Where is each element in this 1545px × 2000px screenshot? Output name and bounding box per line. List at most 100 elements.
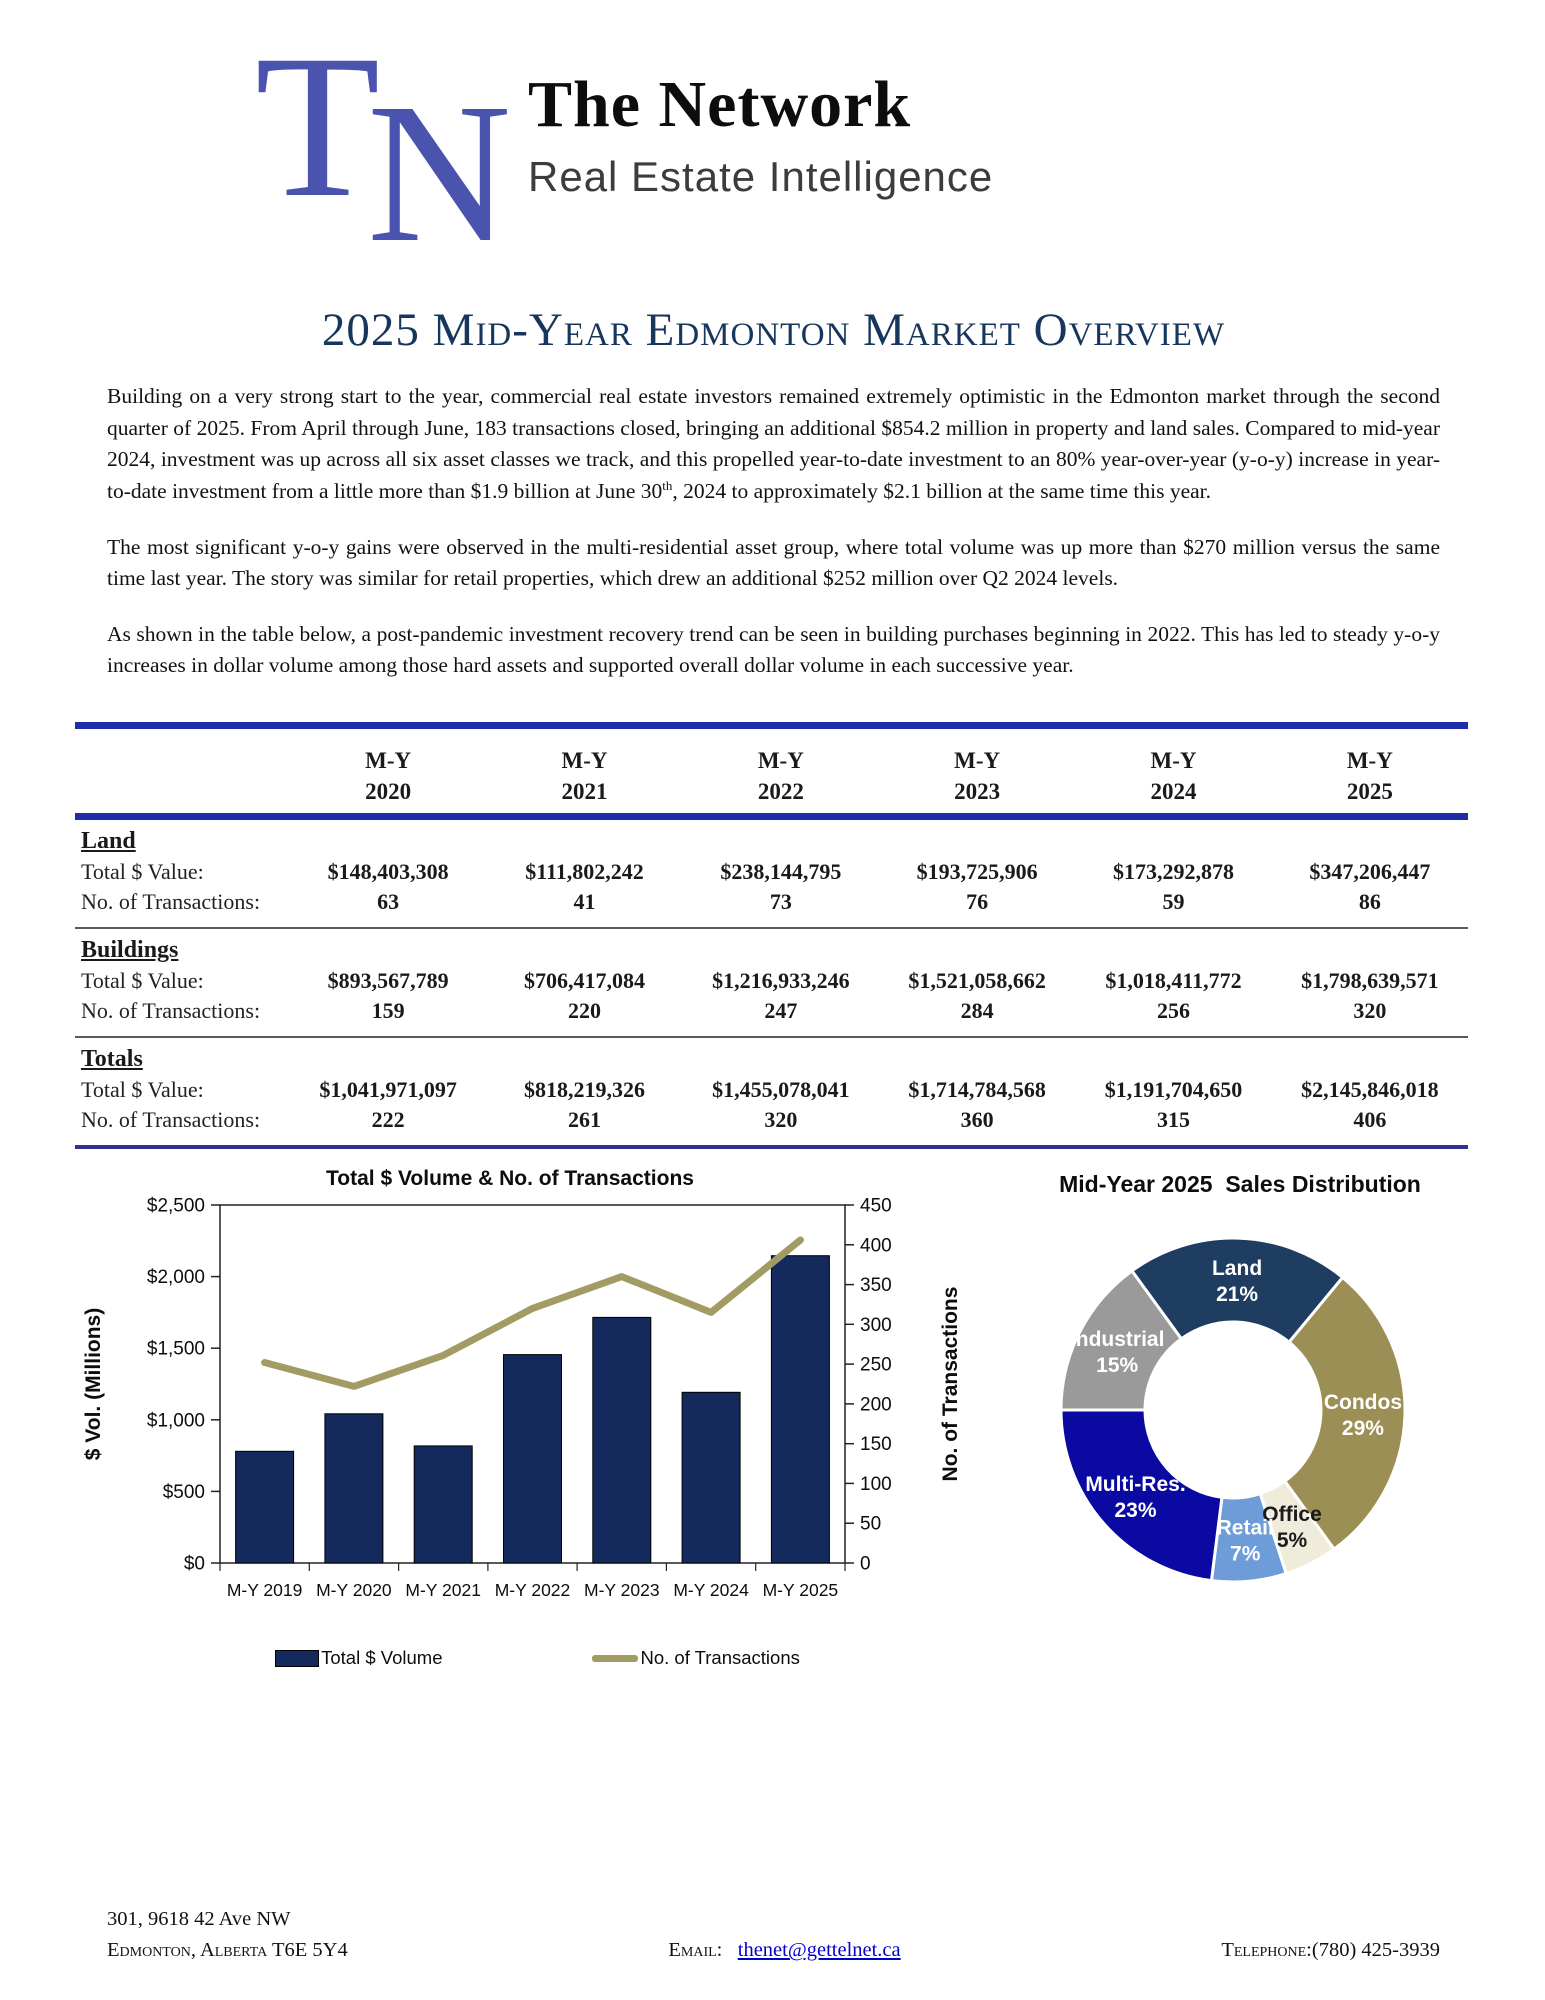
combo-chart-legend: Total $ Volume No. of Transactions [70,1647,1005,1669]
sales-distribution-chart: Mid-Year 2025 Sales Distribution Land 21%… [1015,1167,1465,1633]
row-label: Total $ Value: [81,968,204,993]
table-cell-value: 406 [1353,1107,1387,1132]
brand-text: The Network Real Estate Intelligence [528,52,993,201]
paragraph-1-text-cont: , 2024 to approximately $2.1 billion at … [672,478,1212,503]
table-cell-value: $706,417,084 [523,968,645,993]
year-column-header: M-Y 2022 [682,728,879,820]
svg-text:$ Vol. (Millions): $ Vol. (Millions) [82,1308,105,1460]
paragraph-1-text: Building on a very strong start to the y… [107,384,1440,503]
svg-text:No. of Transactions: No. of Transactions [939,1287,962,1482]
svg-text:200: 200 [860,1394,892,1415]
svg-text:150: 150 [860,1434,892,1455]
svg-text:$0: $0 [184,1554,205,1575]
ordinal-superscript: th [662,477,673,493]
table-cell-value: 63 [377,889,400,914]
section-header-row: Land [75,817,1468,858]
table-cell-value: 159 [371,998,405,1023]
svg-text:7%: 7% [1230,1542,1261,1565]
page-footer: 301, 9618 42 Ave NW Edmonton, Alberta T6… [0,1908,1545,1962]
address-block: 301, 9618 42 Ave NW Edmonton, Alberta T6… [107,1908,348,1962]
email-link[interactable]: thenet@gettelnet.ca [737,1939,901,1961]
table-cell-value: $1,191,704,650 [1104,1077,1243,1102]
table-row: Total $ Value: $1,041,971,097 $818,219,326… [75,1075,1468,1105]
year-column-header: M-Y 2024 [1075,728,1272,820]
table-cell-value: $1,455,078,041 [712,1077,850,1102]
svg-text:15%: 15% [1096,1354,1138,1377]
table-cell-value: $193,725,906 [916,859,1038,884]
svg-text:5%: 5% [1277,1529,1308,1552]
svg-text:Land: Land [1212,1257,1262,1280]
svg-text:M-Y 2020: M-Y 2020 [316,1580,392,1600]
paragraph-3: As shown in the table below, a post-pand… [107,621,1440,678]
table-row: No. of Transactions: 159 220 247 284 256 320 [75,996,1468,1037]
svg-text:M-Y 2019: M-Y 2019 [227,1580,303,1600]
svg-text:M-Y 2021: M-Y 2021 [405,1580,481,1600]
svg-text:$2,000: $2,000 [147,1267,205,1288]
market-table-grid: M-Y 2020 M-Y 2021 M-Y 2022 M-Y 2023 M-Y 2024 M-Y 20… [75,728,1468,1145]
svg-text:100: 100 [860,1474,892,1495]
table-cell-value: $173,292,878 [1112,859,1234,884]
line-swatch-icon [592,1654,639,1662]
table-cell-value: $818,219,326 [523,1077,645,1102]
year-column-header: M-Y 2020 [290,728,487,820]
svg-text:M-Y 2022: M-Y 2022 [495,1580,571,1600]
donut-chart-plot: Land 21% Condos 29% Office 5%Retail 7% Multi-Re… [1059,1236,1407,1584]
row-label: No. of Transactions: [81,1107,261,1132]
legend-transactions-label: No. of Transactions [640,1647,800,1668]
table-cell-value: 315 [1156,1107,1190,1132]
section-header-row: Buildings [75,927,1468,966]
table-cell-value: 86 [1358,889,1381,914]
svg-text:21%: 21% [1216,1283,1258,1306]
svg-text:M-Y 2023: M-Y 2023 [584,1580,660,1600]
table-cell-value: $238,144,795 [720,859,842,884]
address-line-2: Edmonton, Alberta T6E 5Y4 [107,1939,348,1961]
legend-volume-label: Total $ Volume [321,1647,443,1668]
svg-text:250: 250 [860,1355,892,1376]
section-name: Buildings [81,937,179,963]
table-cell-value: 320 [1353,998,1387,1023]
paragraph-1: Building on a very strong start to the y… [107,381,1440,508]
volume-transactions-chart: Total $ Volume & No. of Transactions $0 $… [70,1167,1005,1669]
address-line-1: 301, 9618 42 Ave NW [107,1908,291,1930]
year-column-header: M-Y 2025 [1271,728,1468,820]
table-cell-value: $1,041,971,097 [319,1077,457,1102]
svg-text:450: 450 [860,1196,892,1217]
table-row: No. of Transactions: 63 41 73 76 59 86 [75,887,1468,928]
table-cell-value: 59 [1162,889,1185,914]
svg-text:400: 400 [860,1235,892,1256]
table-cell-value: 360 [960,1107,994,1132]
row-label: Total $ Value: [81,859,204,884]
telephone: Telephone:(780) 425-3939 [1221,1939,1440,1961]
section-header-row: Totals [75,1036,1468,1075]
row-label: No. of Transactions: [81,998,261,1023]
table-cell-value: $2,145,846,018 [1301,1077,1439,1102]
table-header-row: M-Y 2020 M-Y 2021 M-Y 2022 M-Y 2023 M-Y 2024 M-Y 20… [75,728,1468,820]
table-cell-value: $893,567,789 [327,968,449,993]
table-cell-value: $148,403,308 [327,859,449,884]
year-column-header: M-Y 2021 [486,728,683,820]
combo-chart-plot: $0 $500 $1,000 $1,500 $2,000 $2,500 0 50 100 150 2… [82,1196,962,1601]
section-name: Totals [81,1046,143,1072]
row-label: Total $ Value: [81,1077,204,1102]
monogram-letter-n: N [367,63,512,284]
svg-text:$1,000: $1,000 [147,1410,205,1431]
svg-text:Multi-Res.: Multi-Res. [1085,1473,1185,1496]
svg-text:Condos: Condos [1324,1391,1402,1414]
combo-chart-title: Total $ Volume & No. of Transactions [326,1167,694,1190]
email-label: Email: [668,1939,723,1961]
svg-text:Industrial: Industrial [1070,1328,1165,1351]
svg-text:29%: 29% [1342,1417,1384,1440]
table-cell-value: 261 [567,1107,601,1132]
svg-text:50: 50 [860,1514,881,1535]
table-cell-value: $1,714,784,568 [908,1077,1046,1102]
donut-chart-title: Mid-Year 2025 Sales Distribution [1059,1171,1421,1197]
legend-item-transactions: No. of Transactions [592,1647,800,1669]
table-cell-value: 256 [1156,998,1190,1023]
bar-swatch-icon [275,1649,320,1667]
table-cell-value: 247 [764,998,798,1023]
svg-text:Retail: Retail [1217,1516,1274,1539]
table-cell-value: $1,216,933,246 [712,968,850,993]
table-cell-value: 76 [966,889,989,914]
row-label: No. of Transactions: [81,889,261,914]
